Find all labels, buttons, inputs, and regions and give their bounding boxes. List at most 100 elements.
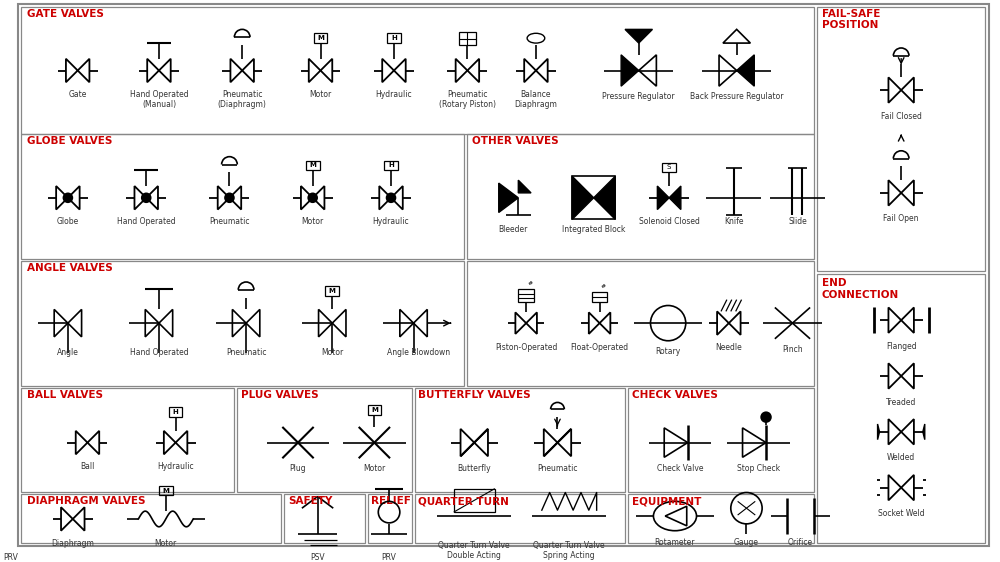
Text: Gate: Gate [68, 90, 87, 99]
Text: Butterfly: Butterfly [457, 464, 491, 473]
Bar [454, 488, 495, 512]
Text: Pneumatic: Pneumatic [226, 348, 266, 357]
Text: FAIL-SAFE
POSITION: FAIL-SAFE POSITION [822, 9, 880, 30]
Text: Treaded: Treaded [886, 397, 916, 406]
Bar [21, 495, 281, 543]
Polygon shape [572, 176, 594, 219]
Text: M: M [162, 488, 169, 493]
Polygon shape [594, 176, 615, 219]
Bar [384, 161, 398, 170]
Text: QUARTER TURN: QUARTER TURN [418, 496, 509, 506]
Text: H: H [388, 162, 394, 169]
Polygon shape [669, 186, 681, 210]
Bar [415, 388, 625, 492]
Text: H: H [391, 35, 397, 41]
Text: M: M [317, 35, 324, 41]
Bar [518, 289, 534, 302]
Text: Fail Closed: Fail Closed [881, 112, 922, 121]
Text: Solenoid Closed: Solenoid Closed [639, 217, 700, 226]
Text: Hydraulic: Hydraulic [376, 90, 412, 99]
Text: Integrated Block: Integrated Block [562, 225, 625, 234]
Text: Balance
Diaphragm: Balance Diaphragm [514, 90, 557, 110]
Bar [159, 486, 173, 496]
Bar [415, 495, 625, 543]
Text: Rotameter: Rotameter [655, 538, 695, 547]
Bar [817, 7, 985, 271]
Text: Hand Operated
(Manual): Hand Operated (Manual) [130, 90, 188, 110]
Text: Hydraulic: Hydraulic [157, 462, 194, 471]
Text: Welded: Welded [887, 454, 915, 463]
Text: END
CONNECTION: END CONNECTION [822, 278, 899, 300]
Text: Quarter Turn Valve
Spring Acting: Quarter Turn Valve Spring Acting [533, 541, 605, 560]
Text: Gauge: Gauge [734, 538, 759, 547]
Circle shape [387, 193, 395, 202]
Bar [314, 33, 327, 43]
Text: S: S [667, 165, 671, 170]
Polygon shape [499, 183, 518, 212]
Polygon shape [923, 424, 925, 439]
Text: M: M [371, 407, 378, 413]
Text: PRV: PRV [4, 553, 19, 562]
Text: Stop Check: Stop Check [737, 464, 780, 473]
Bar [169, 407, 182, 417]
Text: Needle: Needle [715, 343, 742, 352]
Text: Pneumatic: Pneumatic [537, 464, 578, 473]
Text: Orifice: Orifice [788, 538, 813, 547]
Text: Flanged: Flanged [886, 342, 916, 351]
Text: GLOBE VALVES: GLOBE VALVES [27, 136, 112, 146]
Text: Bleeder: Bleeder [499, 225, 528, 234]
Bar [467, 261, 814, 386]
Text: Back Pressure Regulator: Back Pressure Regulator [690, 92, 783, 101]
Text: Piston-Operated: Piston-Operated [495, 343, 557, 352]
Bar [662, 162, 676, 173]
Circle shape [308, 193, 317, 202]
Bar [284, 495, 365, 543]
Text: Pneumatic
(Diaphragm): Pneumatic (Diaphragm) [218, 90, 267, 110]
Text: Motor: Motor [302, 217, 324, 226]
Text: Motor: Motor [363, 464, 385, 473]
Text: BUTTERFLY VALVES: BUTTERFLY VALVES [418, 389, 531, 400]
Bar [459, 32, 476, 45]
Text: PLUG VALVES: PLUG VALVES [241, 389, 319, 400]
Circle shape [63, 193, 72, 202]
Bar [592, 292, 607, 302]
Text: EQUIPMENT: EQUIPMENT [632, 496, 701, 506]
Bar [325, 286, 339, 296]
Text: Slide: Slide [788, 217, 807, 226]
Text: Angle: Angle [57, 348, 79, 357]
Text: Hydraulic: Hydraulic [373, 217, 409, 226]
Text: Float-Operated: Float-Operated [571, 343, 629, 352]
Text: DIAPHRAGM VALVES: DIAPHRAGM VALVES [27, 496, 145, 506]
Bar [21, 134, 464, 259]
Bar [368, 495, 412, 543]
Text: #: # [527, 282, 533, 287]
Polygon shape [657, 186, 669, 210]
Text: Knife: Knife [724, 217, 743, 226]
Text: SAFETY: SAFETY [288, 496, 333, 506]
Bar [628, 388, 814, 492]
Circle shape [142, 193, 151, 202]
Text: Motor: Motor [155, 538, 177, 547]
Text: Pneumatic: Pneumatic [209, 217, 250, 226]
Text: Motor: Motor [321, 348, 343, 357]
Bar [368, 405, 381, 415]
Text: Check Valve: Check Valve [657, 464, 703, 473]
Bar [387, 33, 401, 43]
Text: Angle Blowdown: Angle Blowdown [387, 348, 450, 357]
Text: #: # [601, 284, 606, 289]
Polygon shape [737, 55, 754, 86]
Polygon shape [621, 55, 639, 86]
Text: PSV: PSV [310, 553, 325, 562]
Text: CHECK VALVES: CHECK VALVES [632, 389, 718, 400]
Text: M: M [309, 162, 316, 169]
Text: Plug: Plug [290, 464, 306, 473]
Circle shape [225, 193, 234, 202]
Polygon shape [518, 180, 531, 193]
Bar [21, 7, 814, 134]
Text: GATE VALVES: GATE VALVES [27, 9, 104, 19]
Text: Hand Operated: Hand Operated [130, 348, 188, 357]
Polygon shape [625, 29, 652, 43]
Text: Socket Weld: Socket Weld [878, 509, 924, 518]
Text: Fail Open: Fail Open [883, 215, 919, 224]
Bar [628, 495, 814, 543]
